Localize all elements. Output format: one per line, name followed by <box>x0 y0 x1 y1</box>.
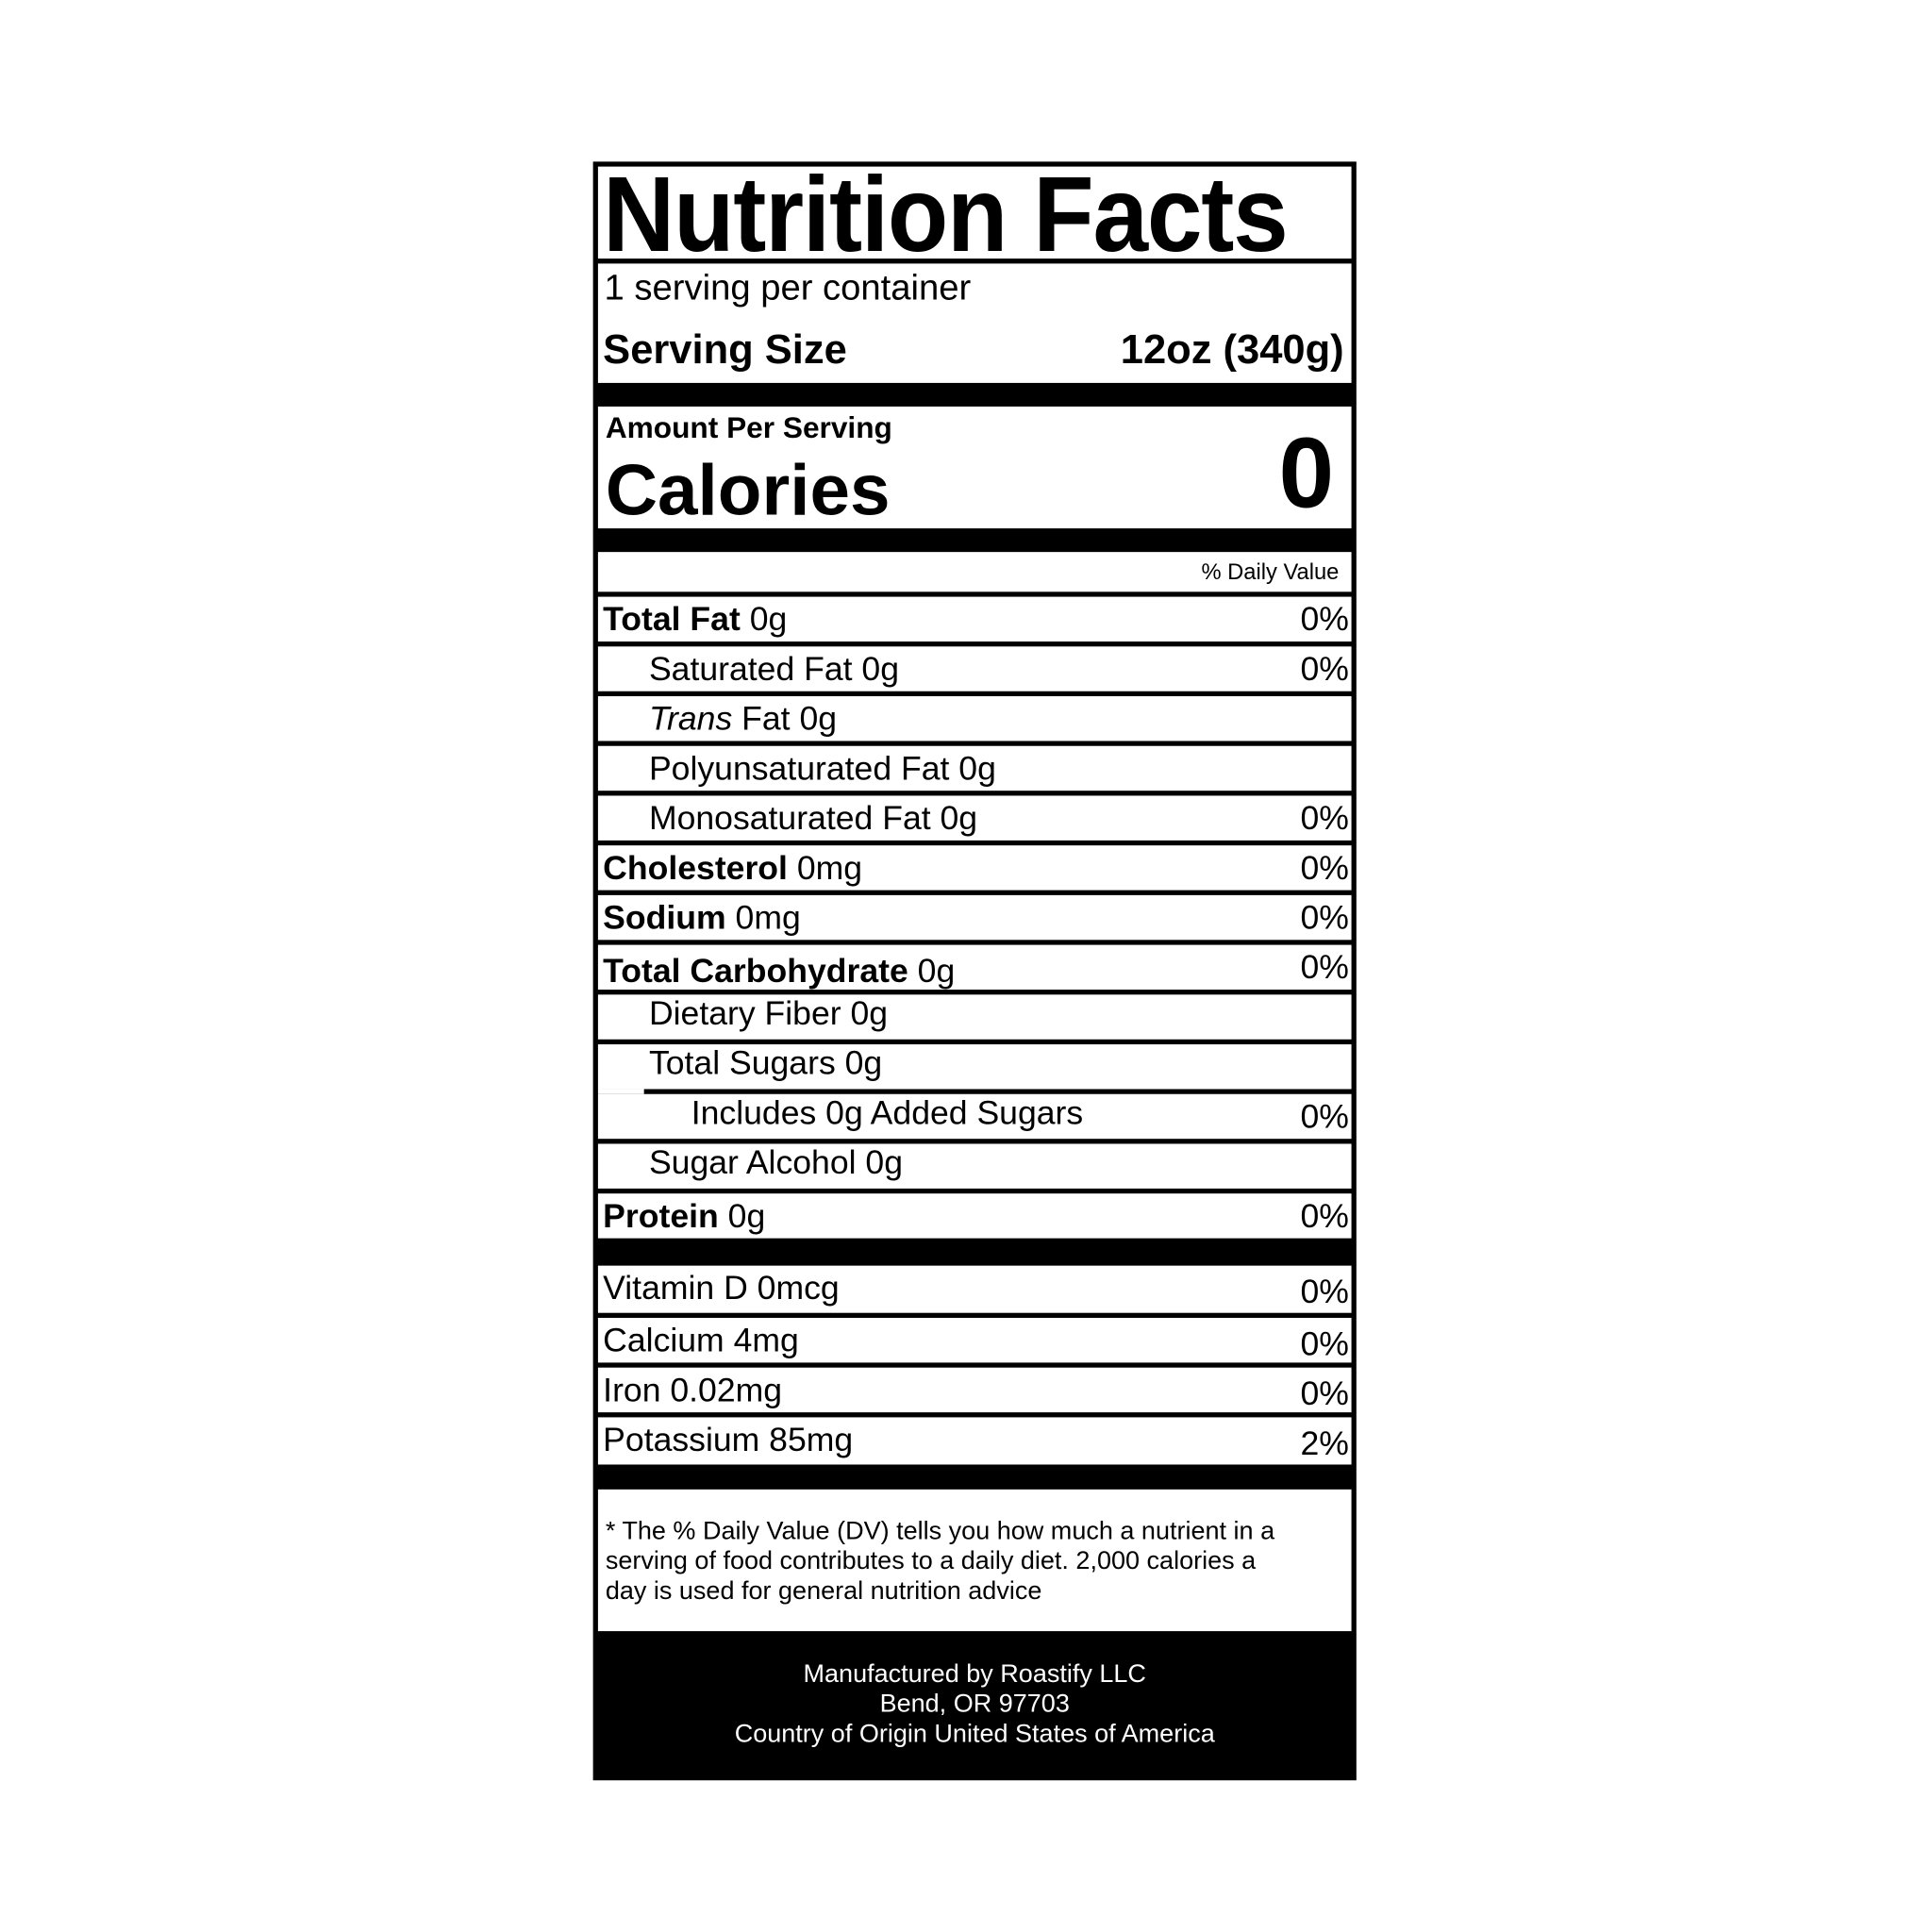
vitamin-name: Vitamin D 0mcg <box>603 1269 840 1307</box>
serving-size-label: Serving Size <box>603 325 847 373</box>
nutrient-row-cholesterol: Cholesterol 0mg 0% <box>597 845 1352 891</box>
nutrient-name: Monosaturated Fat 0g <box>648 799 978 837</box>
nutrient-name: Fat 0g <box>732 699 838 738</box>
nutrient-amount: 0g <box>917 952 956 991</box>
vitamin-name: Iron 0.02mg <box>603 1371 783 1409</box>
vitamin-row-vitamin-d: Vitamin D 0mcg 0% <box>597 1265 1352 1313</box>
nutrient-row-protein: Protein 0g 0% <box>597 1193 1352 1239</box>
nutrient-row-total-fat: Total Fat 0g 0% <box>597 596 1352 642</box>
nutrient-name: Cholesterol <box>603 849 788 887</box>
nutrient-row-polyunsaturated-fat: Polyunsaturated Fat 0g <box>597 745 1352 791</box>
nutrient-row-saturated-fat: Saturated Fat 0g 0% <box>597 646 1352 691</box>
nutrient-name: Total Fat <box>603 600 741 639</box>
nutrient-dv: 0% <box>1300 650 1349 688</box>
nutrient-name: Sodium <box>603 898 726 937</box>
nutrient-dv: 0% <box>1300 600 1349 639</box>
title-section: Nutrition Facts <box>597 156 1352 275</box>
amount-per-serving: Amount Per Serving <box>605 411 892 445</box>
nutrient-amount: 0g <box>727 1197 766 1235</box>
nutrient-row-monosaturated-fat: Monosaturated Fat 0g 0% <box>597 795 1352 841</box>
vitamin-dv: 0% <box>1300 1324 1349 1363</box>
vitamin-row-potassium: Potassium 85mg 2% <box>597 1417 1352 1465</box>
label-title: Nutrition Facts <box>603 155 1289 275</box>
nutrient-dv: 0% <box>1300 849 1349 887</box>
nutrient-name: Total Carbohydrate <box>603 952 908 991</box>
indent-gap <box>597 1089 644 1094</box>
nutrient-row-added-sugars: Includes 0g Added Sugars 0% <box>597 1093 1352 1140</box>
manufacturer-address: Bend, OR 97703 <box>879 1690 1070 1719</box>
nutrient-name: Protein <box>603 1197 719 1235</box>
nutrient-dv: 0% <box>1300 799 1349 837</box>
nutrient-name: Sugar Alcohol 0g <box>648 1143 904 1182</box>
calories-label: Calories <box>605 450 891 531</box>
nutrient-row-sodium: Sodium 0mg 0% <box>597 894 1352 941</box>
nutrient-dv: 0% <box>1300 898 1349 937</box>
nutrient-name-italic: Trans <box>648 699 733 738</box>
vitamin-dv: 2% <box>1300 1424 1349 1462</box>
serving-section: 1 serving per container Serving Size 12o… <box>597 263 1352 383</box>
nutrient-row-total-carbohydrate: Total Carbohydrate 0g 0% <box>597 944 1352 991</box>
nutrient-dv: 0% <box>1300 1097 1349 1136</box>
nutrient-name: Includes 0g Added Sugars <box>691 1093 1084 1132</box>
nutrient-amount: 0mg <box>735 898 801 937</box>
vitamin-name: Potassium 85mg <box>603 1421 854 1458</box>
nutrient-name: Saturated Fat 0g <box>648 650 900 688</box>
calories-value: 0 <box>1278 417 1335 529</box>
nutrient-name: Polyunsaturated Fat 0g <box>648 749 996 788</box>
nutrient-row-dietary-fiber: Dietary Fiber 0g <box>597 994 1352 1040</box>
footnote-text: * The % Daily Value (DV) tells you how m… <box>605 1516 1275 1606</box>
nutrient-amount: 0g <box>749 600 788 639</box>
nutrient-row-sugar-alcohol: Sugar Alcohol 0g <box>597 1143 1352 1189</box>
vitamin-dv: 0% <box>1300 1374 1349 1413</box>
nutrient-amount: 0mg <box>796 849 863 887</box>
nutrient-dv: 0% <box>1300 1197 1349 1235</box>
manufacturer-info: Manufactured by Roastify LLC Bend, OR 97… <box>593 1659 1357 1749</box>
vitamin-dv: 0% <box>1300 1273 1349 1311</box>
footnote-section: * The % Daily Value (DV) tells you how m… <box>597 1489 1352 1632</box>
daily-value-header: % Daily Value <box>1201 559 1340 585</box>
nutrient-name: Dietary Fiber 0g <box>648 994 889 1032</box>
vitamin-row-calcium: Calcium 4mg 0% <box>597 1317 1352 1363</box>
country-of-origin: Country of Origin United States of Ameri… <box>734 1719 1215 1748</box>
serving-size-value: 12oz (340g) <box>1120 325 1344 373</box>
nutrient-dv: 0% <box>1300 948 1349 987</box>
nutrient-row-trans-fat: Trans Fat 0g <box>597 696 1352 741</box>
manufacturer-line: Manufactured by Roastify LLC <box>803 1659 1146 1689</box>
servings-per-container: 1 serving per container <box>604 268 972 308</box>
vitamin-row-iron: Iron 0.02mg 0% <box>597 1367 1352 1413</box>
nutrient-name: Total Sugars 0g <box>648 1044 883 1082</box>
nutrient-row-total-sugars: Total Sugars 0g <box>597 1044 1352 1090</box>
nutrition-facts-label: Nutrition Facts 1 serving per container … <box>592 156 1357 1781</box>
vitamin-name: Calcium 4mg <box>603 1321 799 1359</box>
calories-section: Amount Per Serving Calories 0 <box>597 406 1352 531</box>
daily-value-header-row: % Daily Value <box>597 552 1352 592</box>
